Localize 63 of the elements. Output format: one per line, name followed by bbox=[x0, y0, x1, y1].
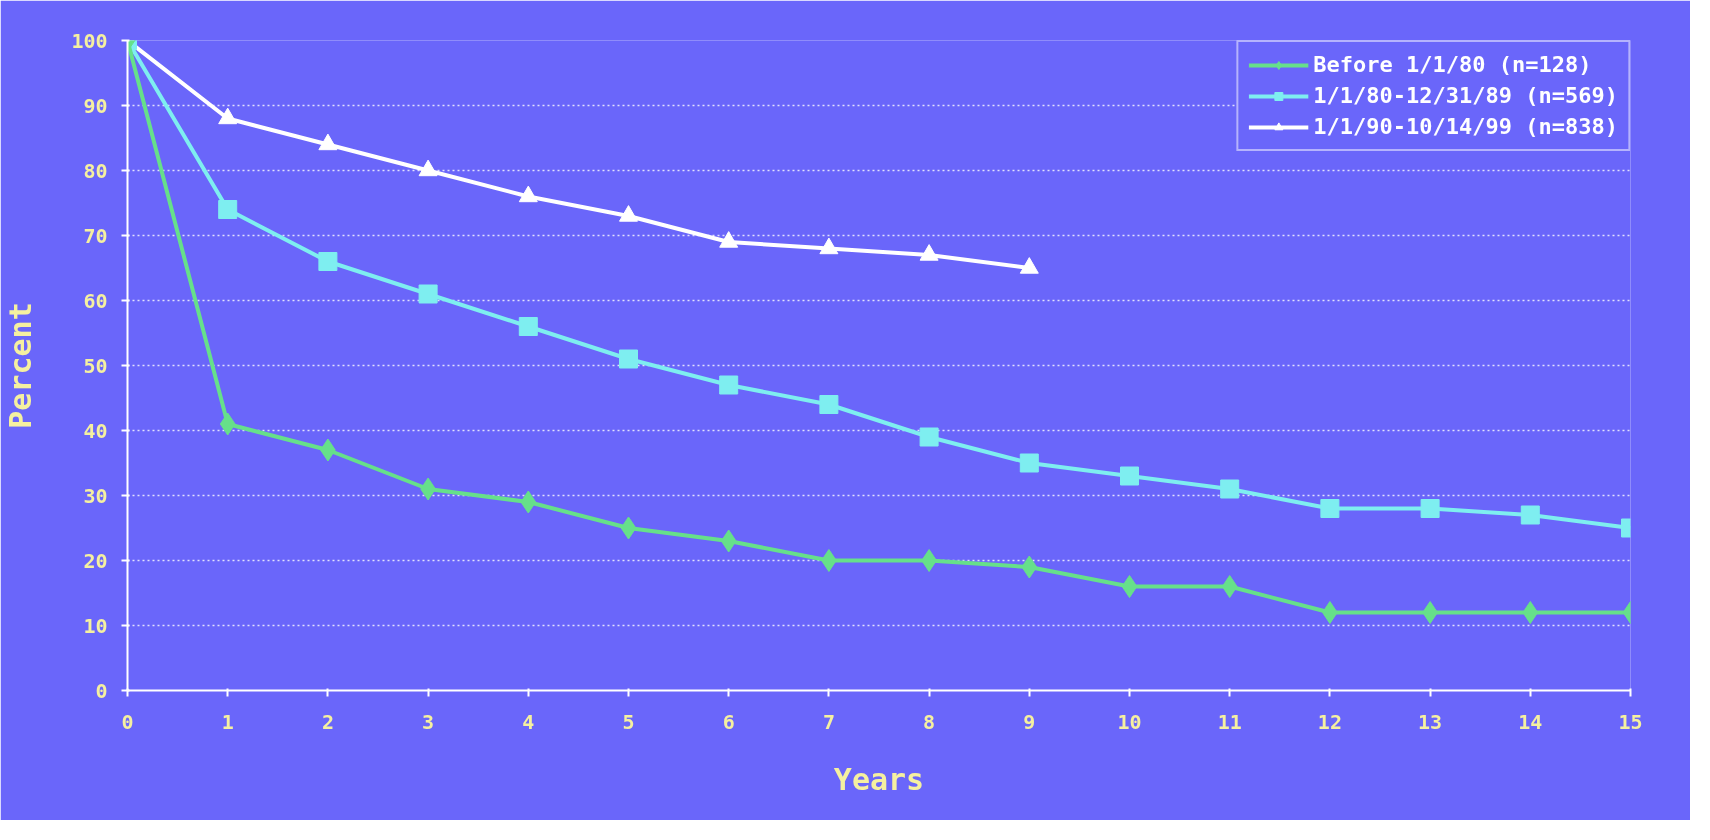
x-tick-label: 13 bbox=[1418, 709, 1443, 734]
point bbox=[318, 133, 338, 151]
y-tick-label: 70 bbox=[83, 223, 108, 248]
x-tick-label: 8 bbox=[923, 709, 936, 734]
y-tick-label: 50 bbox=[83, 353, 108, 378]
point bbox=[919, 244, 939, 261]
point bbox=[620, 516, 637, 540]
y-tick-label: 10 bbox=[83, 613, 108, 638]
legend-label: Before 1/1/80 (n=128) bbox=[1313, 52, 1592, 77]
point bbox=[520, 490, 537, 514]
point bbox=[1520, 505, 1540, 525]
legend-label: 1/1/90-10/14/99 (n=838) bbox=[1313, 114, 1618, 139]
y-axis-title: Percent bbox=[3, 302, 39, 429]
point bbox=[318, 252, 338, 271]
point bbox=[518, 185, 538, 203]
y-tick-label: 20 bbox=[83, 548, 108, 573]
point bbox=[619, 349, 638, 369]
point bbox=[1221, 575, 1238, 598]
point bbox=[1021, 555, 1038, 579]
x-tick-label: 14 bbox=[1518, 709, 1543, 734]
x-tick-label: 10 bbox=[1117, 709, 1142, 734]
x-tick-label: 11 bbox=[1217, 709, 1242, 734]
x-tick-label: 6 bbox=[722, 709, 735, 734]
y-tick-label: 30 bbox=[83, 483, 108, 508]
point bbox=[518, 317, 538, 336]
point bbox=[219, 412, 236, 436]
x-tick-label: 12 bbox=[1317, 709, 1342, 734]
point bbox=[418, 159, 438, 177]
y-tick-label: 80 bbox=[83, 158, 108, 183]
point bbox=[719, 375, 739, 395]
x-tick-label: 0 bbox=[121, 709, 134, 734]
point bbox=[418, 284, 438, 304]
x-tick-label: 1 bbox=[221, 709, 234, 734]
point bbox=[1120, 466, 1139, 486]
y-tick-label: 40 bbox=[83, 418, 108, 443]
point bbox=[919, 427, 939, 447]
y-tick-label: 0 bbox=[95, 678, 108, 703]
x-axis-title: Years bbox=[833, 761, 925, 797]
point bbox=[1320, 499, 1340, 518]
x-tick-label: 5 bbox=[622, 709, 635, 734]
point bbox=[819, 237, 839, 255]
point bbox=[619, 205, 638, 222]
y-tick-label: 100 bbox=[71, 28, 108, 53]
x-tick-label: 4 bbox=[522, 709, 535, 734]
x-tick-label: 3 bbox=[422, 709, 435, 734]
y-tick-label: 60 bbox=[83, 288, 108, 313]
x-tick-label: 9 bbox=[1023, 709, 1036, 734]
x-tick-label: 2 bbox=[321, 709, 334, 734]
point bbox=[218, 200, 238, 219]
point bbox=[720, 529, 737, 553]
point bbox=[719, 231, 739, 248]
point bbox=[1019, 257, 1039, 274]
point bbox=[1220, 479, 1240, 499]
x-tick-label: 15 bbox=[1618, 709, 1643, 734]
point bbox=[1121, 575, 1138, 598]
point bbox=[819, 395, 839, 414]
point bbox=[1522, 601, 1539, 624]
point bbox=[1420, 499, 1440, 518]
point bbox=[218, 107, 238, 125]
x-tick-label: 7 bbox=[822, 709, 835, 734]
y-tick-label: 90 bbox=[83, 93, 108, 118]
point bbox=[1019, 453, 1039, 473]
legend-label: 1/1/80-12/31/89 (n=569) bbox=[1313, 83, 1618, 108]
